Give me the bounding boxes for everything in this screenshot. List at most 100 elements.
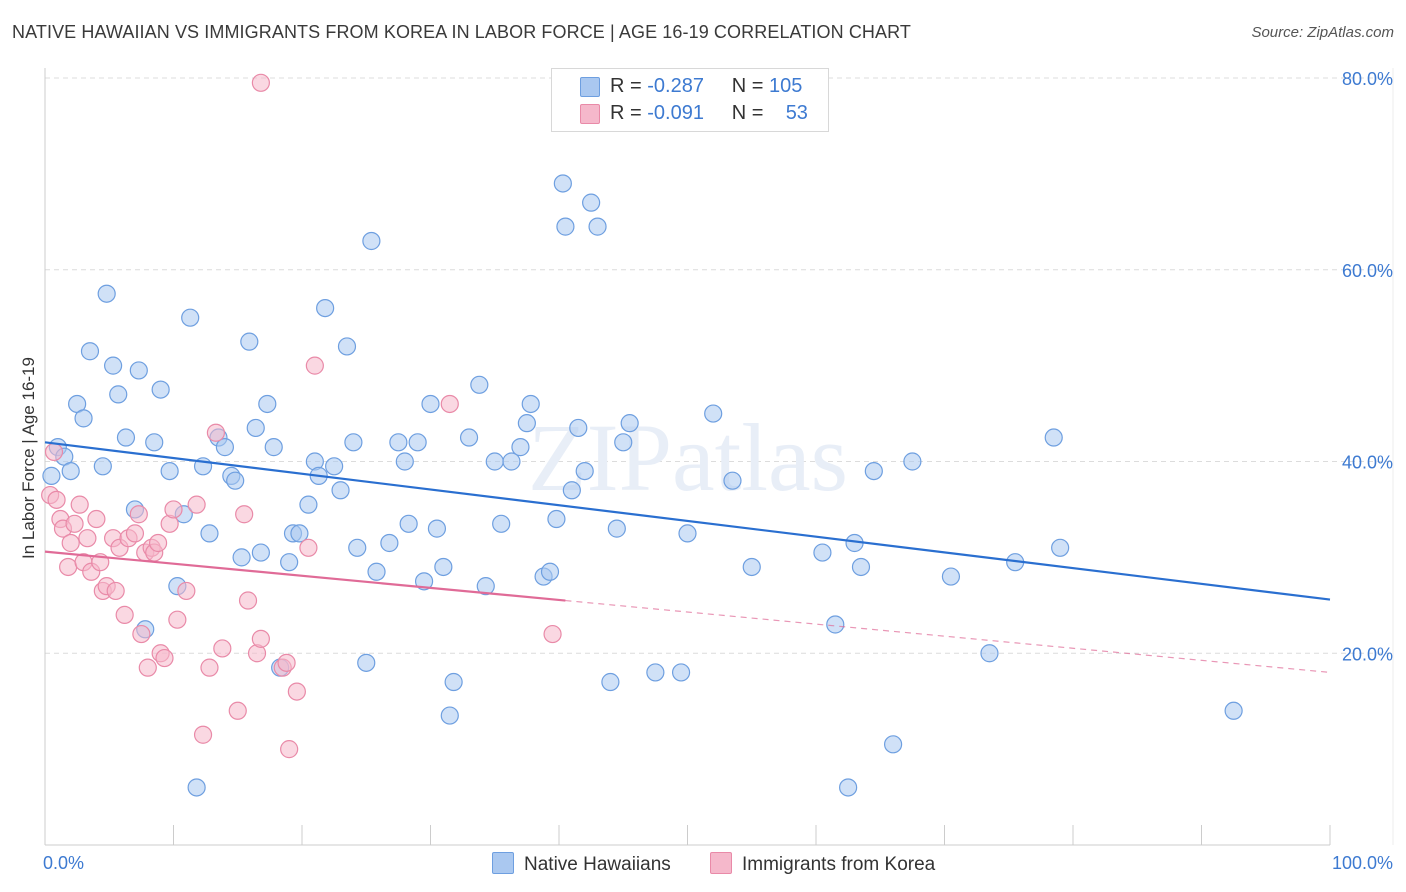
- native-hawaiian-point: [42, 466, 61, 485]
- tick-labels: 20.0% 40.0% 60.0% 80.0% 0.0% 100.0%: [43, 69, 1393, 873]
- korea-point: [148, 533, 168, 553]
- korea-point: [277, 653, 296, 672]
- korea-point: [65, 514, 84, 533]
- native-hawaiian-point: [540, 562, 560, 581]
- y-tick-label: 40.0%: [1342, 453, 1393, 473]
- legend-n-label: N =: [731, 75, 764, 97]
- native-hawaiian-point: [187, 778, 206, 797]
- native-hawaiian-point: [226, 471, 245, 490]
- korea-point: [132, 624, 151, 644]
- native-hawaiian-point: [903, 452, 922, 471]
- native-hawaiian-point: [485, 452, 504, 471]
- native-hawaiian-point: [742, 557, 761, 577]
- legend-n-value: 53: [785, 102, 808, 124]
- native-hawaiian-point: [97, 284, 116, 303]
- native-hawaiian-point: [434, 557, 453, 577]
- korea-point: [115, 605, 134, 625]
- korea-point: [187, 495, 206, 514]
- native-hawaiian-point: [553, 174, 572, 193]
- y-axis-label: In Labor Force | Age 16-19: [19, 357, 38, 559]
- korea-point: [87, 509, 106, 529]
- korea-point: [164, 500, 183, 519]
- y-tick-label: 80.0%: [1342, 69, 1393, 89]
- bottom-legend-label: Native Hawaiians: [524, 854, 671, 875]
- native-hawaiian-point: [517, 414, 536, 433]
- native-hawaiian-point: [601, 672, 620, 692]
- native-hawaiian-point: [521, 394, 540, 414]
- trend-line-solid-2: [44, 550, 566, 602]
- native-hawaiian-point: [444, 672, 463, 692]
- native-hawaiian-point: [251, 543, 270, 562]
- axes: [44, 68, 1394, 846]
- native-hawaiian-point: [145, 433, 164, 452]
- native-hawaiian-point: [851, 557, 871, 577]
- native-hawaiian-point: [607, 519, 626, 538]
- korea-point: [251, 629, 270, 648]
- native-hawaiian-point: [61, 461, 80, 481]
- korea-point: [106, 581, 125, 601]
- native-hawaiian-point: [646, 663, 665, 682]
- native-hawaiian-point: [547, 509, 566, 529]
- bottom-legend-native-hawaiians: Native Hawaiians: [492, 852, 671, 876]
- korea-point: [228, 701, 247, 720]
- trend-line-solid-1: [44, 441, 1331, 601]
- grid-lines: [45, 77, 1393, 654]
- korea-point: [440, 394, 459, 414]
- korea-point: [61, 533, 80, 553]
- korea-point: [287, 682, 306, 701]
- native-hawaiian-point: [470, 375, 489, 394]
- korea-point: [129, 505, 148, 524]
- native-hawaiian-point: [614, 433, 633, 452]
- legend-n-label: N =: [731, 102, 764, 124]
- korea-point: [235, 505, 254, 524]
- native-hawaiian-point: [240, 332, 259, 351]
- x-tick-label: 100.0%: [1332, 853, 1393, 873]
- native-hawaiian-point: [80, 342, 100, 361]
- legend-r-value: -0.287: [647, 75, 704, 97]
- native-hawaiian-point: [575, 461, 594, 481]
- legend-row-korea: R = -0.091 N = 53: [580, 102, 808, 125]
- korea-point: [47, 490, 66, 509]
- native-hawaiian-point: [151, 380, 170, 399]
- native-hawaiian-point: [459, 428, 479, 447]
- legend-row-native-hawaiians: R = -0.287 N = 105: [580, 75, 803, 98]
- legend-r-label: R =: [610, 75, 642, 97]
- bottom-legend-swatch-blue: [492, 852, 514, 874]
- korea-point: [78, 529, 97, 548]
- native-hawaiian-point: [492, 514, 511, 533]
- native-hawaiian-point: [258, 394, 277, 414]
- bottom-legend-korea: Immigrants from Korea: [710, 852, 935, 876]
- native-hawaiian-point: [502, 452, 521, 471]
- native-hawaiian-point: [200, 524, 219, 543]
- bottom-legend-label: Immigrants from Korea: [742, 854, 936, 875]
- korea-point: [125, 524, 145, 543]
- native-hawaiian-point: [826, 615, 845, 634]
- native-hawaiian-point: [93, 457, 112, 476]
- native-hawaiian-point: [941, 567, 961, 586]
- legend-r-label: R =: [610, 102, 642, 124]
- native-hawaiian-point: [1051, 538, 1070, 557]
- native-hawaiian-point: [399, 514, 418, 533]
- native-hawaiian-point: [1044, 428, 1063, 447]
- native-hawaiian-point: [181, 308, 200, 327]
- native-hawaiian-point: [290, 524, 309, 543]
- korea-point: [299, 538, 318, 557]
- korea-point: [200, 658, 219, 677]
- korea-point: [138, 658, 157, 677]
- korea-point: [251, 73, 270, 92]
- native-hawaiian-point: [414, 572, 434, 591]
- bottom-legend-swatch-pink: [710, 852, 732, 874]
- korea-point: [155, 648, 174, 668]
- native-hawaiian-point: [348, 538, 367, 557]
- native-hawaiian-point: [325, 457, 344, 476]
- native-hawaiian-point: [215, 438, 234, 457]
- legend-n-value: 105: [769, 75, 803, 97]
- native-hawaiian-point: [331, 481, 350, 500]
- native-hawaiian-point: [246, 418, 265, 438]
- native-hawaiian-point: [367, 562, 386, 581]
- native-hawaiian-point: [704, 404, 723, 423]
- korea-point: [280, 740, 299, 759]
- korea-point: [543, 624, 562, 644]
- native-hawaiian-point: [427, 519, 447, 538]
- native-hawaiian-point: [395, 452, 414, 471]
